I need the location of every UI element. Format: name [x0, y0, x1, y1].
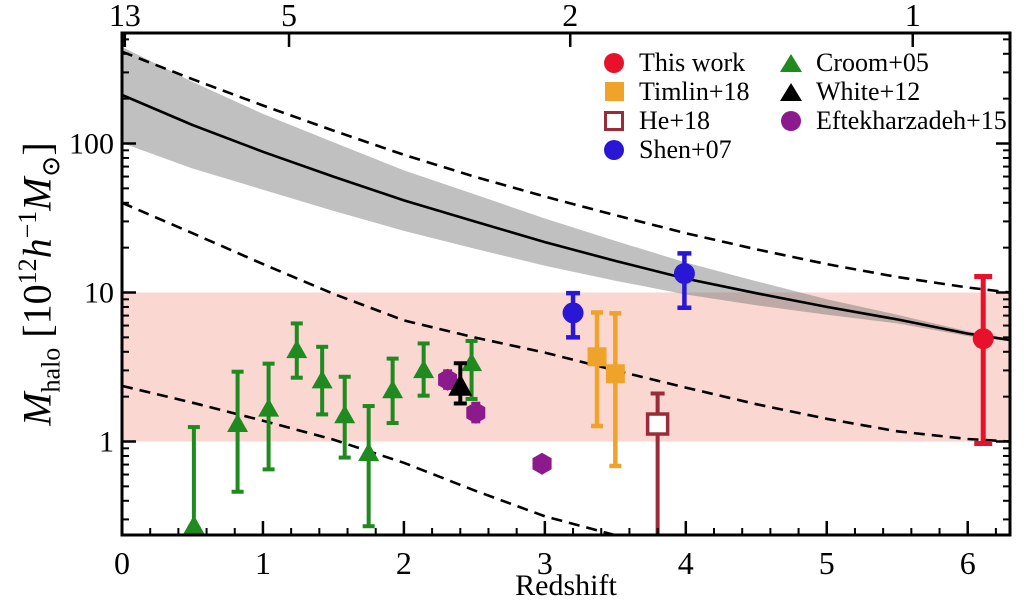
timlin-18-square-icon: [602, 80, 626, 104]
legend-column-2: Croom+05 White+12 Eftekharzadeh+15: [779, 48, 1007, 135]
top-tick-label: 5: [281, 0, 297, 33]
dashed-curve-lower: [122, 384, 619, 535]
series-eftekharzadeh-15: [438, 368, 552, 475]
top-tick-label: 1: [905, 0, 921, 33]
white-12-triangle-icon: [779, 80, 803, 104]
croom-05-marker-triangle: [227, 413, 249, 433]
legend-label: He+18: [639, 105, 710, 135]
series-this-work: [972, 274, 994, 446]
x-axis-label-cutoff: Redshift: [515, 569, 617, 602]
plot-spines: [120, 31, 1012, 537]
croom-05-marker-triangle: [286, 339, 308, 359]
croom-05-marker-triangle: [311, 369, 333, 389]
series-timlin-18: [587, 310, 625, 469]
series-croom-05: [183, 321, 483, 534]
model-uncertainty-band: [122, 46, 1010, 342]
eftekharzadeh-15-marker-hexagon: [532, 452, 552, 475]
legend-column-1: This work Timlin+18 He+18 Shen+07: [602, 48, 750, 164]
legend-label: Shen+07: [639, 134, 732, 164]
y-axis-label: Mhalo [1012h−1M⊙]: [13, 142, 66, 426]
axis-ticks: [120, 33, 1010, 535]
dashed-curve-upper: [122, 50, 1010, 294]
x-tick-label: 5: [819, 545, 835, 578]
croom-05-marker-triangle: [358, 442, 380, 462]
legend-item-white-12: White+12: [779, 77, 1007, 106]
shen-07-marker-circle: [562, 302, 584, 324]
plot-area: 0 1 2 3 4 5 6 13 5 2 1 1 10 100: [69, 0, 1012, 578]
model-median-line: [122, 93, 1010, 342]
x-tick-label: 6: [960, 545, 976, 578]
legend-label: This work: [639, 47, 746, 77]
croom-05-marker-triangle: [258, 398, 280, 417]
legend-label: Eftekharzadeh+15: [816, 105, 1007, 135]
x-tick-label: 3: [537, 545, 553, 578]
legend-item-he-18: He+18: [602, 106, 750, 135]
white-12-marker-triangle: [448, 373, 473, 396]
croom-05-marker-triangle: [183, 515, 205, 534]
top-tick-label: 13: [109, 0, 141, 33]
legend-label: Croom+05: [816, 47, 929, 77]
shen-07-marker-circle: [673, 263, 695, 285]
series-white-12: [448, 361, 473, 406]
shen-07-circle-icon: [602, 138, 626, 162]
this-work-circle-icon: [602, 51, 626, 75]
x-tick-label: 1: [255, 545, 271, 578]
legend-item-shen-07: Shen+07: [602, 135, 750, 164]
figure-canvas: { "figure": { "y_axis_label_html": "<i>M…: [13, 0, 1012, 602]
legend-item-this-work: This work: [602, 48, 750, 77]
croom-05-marker-triangle: [461, 352, 483, 372]
legend-label: White+12: [816, 76, 921, 106]
x-tick-label: 0: [114, 545, 130, 578]
legend-item-eftekharzadeh-15: Eftekharzadeh+15: [779, 106, 1007, 135]
this-work-marker-circle: [972, 328, 994, 350]
croom-05-triangle-icon: [779, 51, 803, 75]
he-18-open-square-icon: [602, 109, 626, 133]
top-tick-label: 2: [562, 0, 578, 33]
legend-item-croom-05: Croom+05: [779, 48, 1007, 77]
timlin-18-marker-square: [587, 347, 607, 367]
y-tick-label: 1: [99, 426, 114, 459]
timlin-18-marker-square: [605, 364, 625, 384]
dashed-curve-middle: [122, 201, 1010, 443]
eftekharzadeh-15-marker-hexagon: [438, 368, 458, 391]
legend-item-timlin-18: Timlin+18: [602, 77, 750, 106]
x-tick-label: 2: [396, 545, 412, 578]
croom-05-marker-triangle: [334, 404, 356, 424]
legend-label: Timlin+18: [639, 76, 750, 106]
croom-05-marker-triangle: [382, 379, 404, 399]
eftekharzadeh-15-hexagon-icon: [779, 109, 803, 133]
he-18-marker-open-square: [645, 412, 670, 436]
x-tick-label: 4: [678, 545, 694, 578]
y-tick-label: 10: [84, 277, 114, 310]
eftekharzadeh-15-marker-hexagon: [466, 401, 486, 424]
y-tick-label: 100: [69, 128, 114, 161]
series-shen-07: [562, 251, 695, 340]
croom-05-marker-triangle: [413, 359, 435, 379]
series-he-18: [645, 391, 670, 535]
